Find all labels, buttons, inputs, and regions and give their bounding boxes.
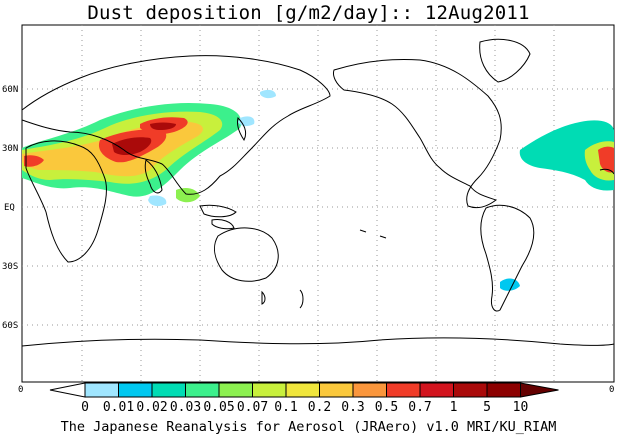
- colorbar-box: [319, 382, 354, 398]
- frame-corner-label-right: 0: [609, 385, 614, 395]
- south-america-coast: [480, 204, 535, 312]
- colorbar-label: 0.01: [103, 400, 134, 415]
- frame-corner-label-left: 0: [18, 385, 23, 395]
- colorbar-box: [486, 382, 521, 398]
- colorbar-label: 0.7: [408, 400, 431, 415]
- colorbar-label: 0.07: [237, 400, 268, 415]
- colorbar-box: [453, 382, 488, 398]
- coastlines: [21, 38, 615, 347]
- colorbar-box: [285, 382, 320, 398]
- australia-coast: [214, 227, 279, 282]
- antarctica-coast: [21, 337, 615, 347]
- colorbar-label: 5: [483, 400, 491, 415]
- map-frame: [21, 24, 615, 383]
- colorbar-box: [352, 382, 387, 398]
- colorbar-label: 0.05: [203, 400, 234, 415]
- colorbar-boxes: [49, 382, 559, 398]
- lat-label-30s: 30S: [2, 262, 18, 272]
- colorbar-box: [118, 382, 153, 398]
- colorbar-box: [151, 382, 186, 398]
- colorbar-label: 0.2: [308, 400, 331, 415]
- colorbar-labels: 0 0.01 0.02 0.03 0.05 0.07 0.1 0.2 0.3 0.5 0.7 1 5 10: [81, 400, 528, 415]
- colorbar-box: [218, 382, 253, 398]
- africa-coast: [25, 140, 107, 263]
- colorbar-label: 0.3: [341, 400, 364, 415]
- map-title: Dust deposition [g/m2/day]:: 12Aug2011: [87, 2, 530, 24]
- lat-label-30n: 30N: [2, 144, 18, 154]
- colorbar-label: 1: [450, 400, 458, 415]
- colorbar-arrow-min: [49, 382, 86, 398]
- graticule: [22, 25, 614, 382]
- colorbar-box: [185, 382, 220, 398]
- colorbar-arrow-max: [520, 382, 559, 398]
- dust-region-atlantic: [519, 120, 614, 191]
- colorbar-label: 0.1: [274, 400, 297, 415]
- lat-label-eq: EQ: [4, 203, 15, 213]
- north-america-coast: [333, 59, 502, 209]
- india-coast: [144, 159, 163, 194]
- colorbar-label: 0.03: [170, 400, 201, 415]
- colorbar-box: [419, 382, 454, 398]
- colorbar-box: [386, 382, 421, 398]
- dust-field: [22, 89, 614, 291]
- colorbar-label: 10: [513, 400, 529, 415]
- colorbar-label: 0: [81, 400, 89, 415]
- colorbar-box: [84, 382, 119, 398]
- colorbar-label: 0.5: [375, 400, 398, 415]
- colorbar-box: [252, 382, 287, 398]
- greenland-coast: [479, 38, 531, 83]
- lat-label-60s: 60S: [2, 321, 18, 331]
- eurasia-coast: [21, 55, 331, 195]
- colorbar-label: 0.02: [136, 400, 167, 415]
- credit-line: The Japanese Reanalysis for Aerosol (JRA…: [60, 419, 557, 435]
- lat-label-60n: 60N: [2, 85, 18, 95]
